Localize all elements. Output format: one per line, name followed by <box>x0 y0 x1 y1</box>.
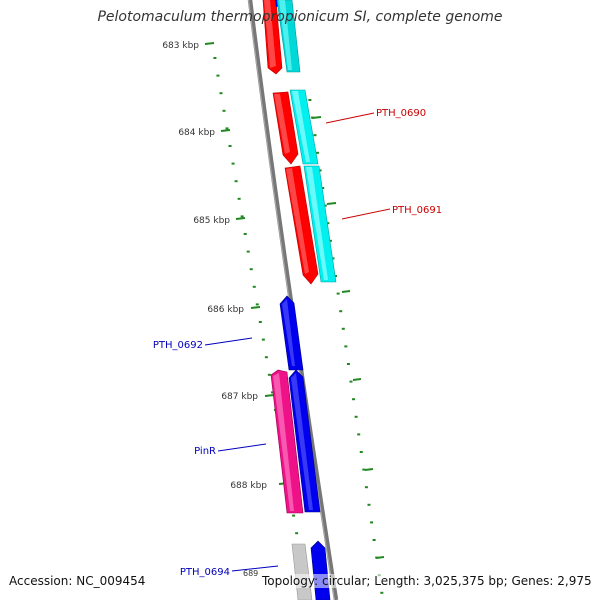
gene-label-pth0694[interactable]: PTH_0694 <box>180 567 230 578</box>
ruler-label: 688 kbp <box>230 481 267 491</box>
leader-line-pth0691 <box>341 208 391 220</box>
gene-arrow-red-highlight <box>274 94 290 154</box>
gene-arrow-blue-highlight <box>291 373 313 510</box>
accession-text: Accession: NC_009454 <box>9 574 146 588</box>
ruler-tick-major <box>364 468 374 471</box>
gene-arrow-blue-highlight <box>282 299 295 366</box>
gene-arrow-cyan-highlight <box>306 167 328 280</box>
gene-label-pth0691[interactable]: PTH_0691 <box>392 205 442 216</box>
ruler-label: 684 kbp <box>178 128 215 138</box>
topology-text: Topology: circular; Length: 3,025,375 bp… <box>262 574 592 588</box>
gene-arrow-cyan-highlight <box>279 0 292 70</box>
genome-title: Pelotomaculum thermopropionicum SI, comp… <box>97 9 503 25</box>
gene-arrow-cyan-highlight <box>292 91 310 162</box>
leader-line-pth0690 <box>325 112 375 124</box>
gene-arrow-red-highlight <box>286 168 309 274</box>
ruler-tick-major <box>326 202 337 205</box>
ruler-tick-major <box>204 42 215 45</box>
ruler-tick-major <box>235 217 246 220</box>
ruler-minor-ticks <box>213 57 384 594</box>
ruler-label: 685 kbp <box>193 216 230 226</box>
ruler-tick-major <box>220 129 231 132</box>
ruler-tick-major <box>250 306 261 309</box>
gene-label-pth0690[interactable]: PTH_0690 <box>376 108 426 119</box>
gene-label-pth0692[interactable]: PTH_0692 <box>153 340 203 351</box>
gene-arrow-red-highlight <box>264 0 276 68</box>
gene-label-pinr[interactable]: PinR <box>194 446 216 457</box>
ruler-label: 689 <box>243 569 258 578</box>
ruler-label: 683 kbp <box>162 41 199 51</box>
leader-line-pth0694 <box>231 565 279 572</box>
gene-arrow-pink-highlight <box>273 373 294 511</box>
ruler-tick-major <box>341 290 351 293</box>
ruler-tick-major <box>264 394 275 397</box>
leader-line-pth0692 <box>204 337 253 346</box>
ruler-tick-major <box>352 378 362 381</box>
leader-line-pinr <box>217 443 267 452</box>
ruler-label: 687 kbp <box>221 392 258 402</box>
ruler-label: 686 kbp <box>207 305 244 315</box>
gene-arrow-grey <box>291 543 313 600</box>
